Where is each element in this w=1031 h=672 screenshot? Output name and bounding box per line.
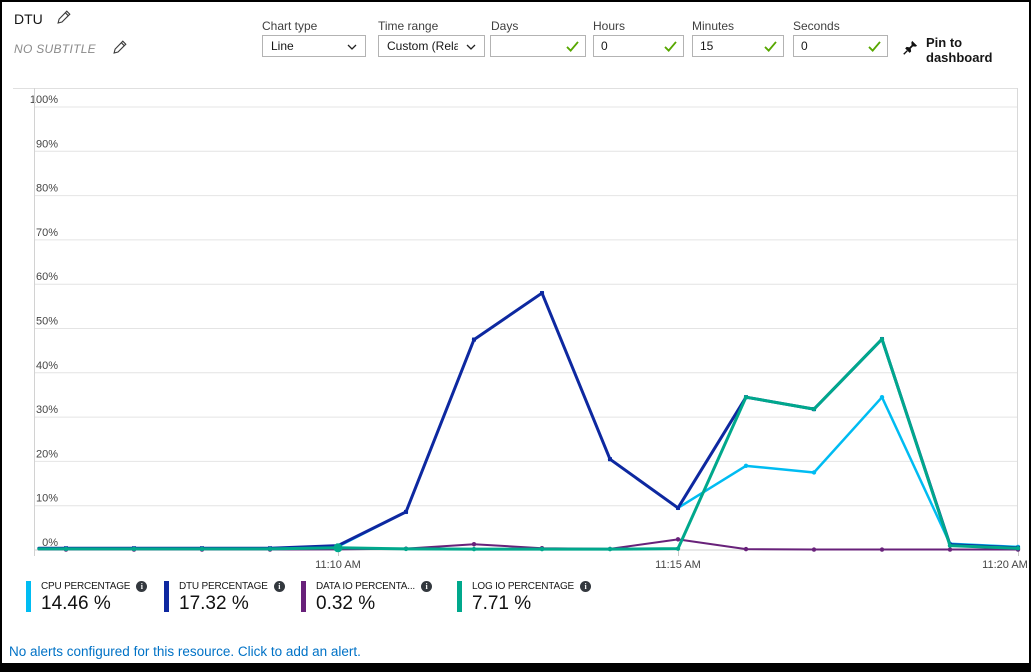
data-point-data-io-percentage [811, 547, 817, 552]
data-point-log-io-percentage [947, 543, 953, 548]
data-point-log-io-percentage [131, 546, 137, 552]
legend-label: DTU PERCENTAGE [179, 581, 268, 592]
data-point-log-io-percentage [267, 546, 273, 552]
chart-type-label: Chart type [262, 19, 318, 33]
data-point-dtu-percentage [472, 337, 476, 342]
legend-label: LOG IO PERCENTAGE [472, 581, 574, 592]
pencil-icon [112, 39, 128, 58]
legend-value: 14.46 % [41, 593, 111, 614]
x-axis-label: 11:15 AM [655, 559, 701, 571]
time-range-label: Time range [378, 19, 439, 33]
legend-item-data-io-percentage[interactable]: DATA IO PERCENTA... i 0.32 % [301, 581, 432, 615]
y-axis-label: 40% [36, 360, 58, 372]
y-axis-label: 30% [36, 404, 58, 416]
data-point-log-io-percentage [403, 546, 409, 552]
valid-check-icon [764, 41, 777, 55]
x-axis-label: 11:10 AM [315, 559, 361, 571]
data-point-log-io-percentage [743, 394, 749, 400]
data-point-cpu-percentage [879, 394, 885, 400]
data-point-log-io-percentage [63, 546, 69, 552]
x-axis-label: 11:20 AM [982, 559, 1028, 571]
pin-to-dashboard-label: Pin to dashboard [926, 35, 993, 65]
legend-value: 0.32 % [316, 593, 376, 614]
data-point-log-io-percentage [675, 546, 681, 551]
chart-type-select[interactable]: Line [262, 35, 366, 57]
legend-value: 7.71 % [472, 593, 532, 614]
data-point-log-io-percentage [199, 546, 205, 552]
legend-item-log-io-percentage[interactable]: LOG IO PERCENTAGE i 7.71 % [457, 581, 591, 615]
data-point-data-io-percentage [743, 546, 749, 552]
data-point-cpu-percentage [811, 470, 817, 475]
data-point-dtu-percentage [676, 505, 680, 510]
info-icon[interactable]: i [580, 581, 591, 592]
data-point-log-io-percentage [333, 543, 343, 553]
legend-color-bar [26, 581, 31, 612]
window-bottom-edge [0, 663, 1031, 672]
valid-check-icon [664, 41, 677, 55]
y-axis-label: 100% [30, 94, 58, 106]
y-axis-label: 90% [36, 138, 58, 150]
hours-input[interactable] [594, 36, 683, 56]
data-point-log-io-percentage [1015, 546, 1021, 551]
info-icon[interactable]: i [273, 581, 285, 592]
data-point-log-io-percentage [811, 406, 817, 412]
hours-label: Hours [593, 19, 626, 33]
data-point-data-io-percentage [947, 547, 953, 552]
legend-color-bar [457, 581, 462, 612]
data-point-dtu-percentage [540, 291, 544, 296]
info-icon[interactable]: i [421, 581, 432, 592]
data-point-data-io-percentage [879, 547, 885, 552]
data-point-log-io-percentage [539, 546, 545, 552]
valid-check-icon [566, 41, 579, 55]
chevron-down-icon [466, 39, 476, 53]
edit-subtitle-button[interactable] [112, 39, 128, 58]
days-label: Days [491, 19, 519, 33]
y-axis-label: 0% [42, 537, 58, 549]
chevron-down-icon [347, 39, 357, 53]
data-point-dtu-percentage [404, 509, 408, 514]
valid-check-icon [868, 41, 881, 55]
y-axis-label: 50% [36, 316, 58, 328]
data-point-log-io-percentage [879, 336, 885, 342]
y-axis-label: 10% [36, 493, 58, 505]
legend-color-bar [164, 581, 169, 612]
pin-to-dashboard-button[interactable]: Pin to dashboard [903, 35, 1031, 65]
pencil-icon [56, 9, 72, 28]
page-subtitle: NO SUBTITLE [14, 41, 96, 56]
legend-color-bar [301, 581, 306, 612]
data-point-dtu-percentage [608, 457, 612, 462]
legend-item-cpu-percentage[interactable]: CPU PERCENTAGE i 14.46 % [26, 581, 148, 615]
seconds-input[interactable] [794, 36, 887, 56]
legend-value: 17.32 % [179, 593, 249, 614]
pushpin-icon [903, 40, 918, 60]
minutes-input[interactable] [693, 36, 783, 56]
days-input[interactable] [491, 36, 585, 56]
data-point-data-io-percentage [471, 542, 477, 547]
legend-label: DATA IO PERCENTA... [316, 581, 415, 592]
edit-title-button[interactable] [56, 9, 72, 28]
y-axis-label: 60% [36, 271, 58, 283]
seconds-label: Seconds [793, 19, 840, 33]
time-range-select[interactable]: Custom (Rela... [378, 35, 485, 57]
legend-label: CPU PERCENTAGE [41, 581, 131, 592]
y-axis-label: 20% [36, 448, 58, 460]
data-point-cpu-percentage [743, 463, 749, 469]
info-icon[interactable]: i [136, 581, 148, 592]
data-point-data-io-percentage [675, 537, 681, 542]
data-point-log-io-percentage [607, 546, 613, 552]
y-axis-label: 80% [36, 183, 58, 195]
minutes-label: Minutes [692, 19, 735, 33]
add-alert-link[interactable]: No alerts configured for this resource. … [9, 644, 361, 659]
data-point-log-io-percentage [471, 546, 477, 552]
y-axis-label: 70% [36, 227, 58, 239]
series-line-log-io-percentage [37, 337, 1020, 551]
page-title: DTU [14, 10, 43, 27]
legend-item-dtu-percentage[interactable]: DTU PERCENTAGE i 17.32 % [164, 581, 285, 615]
